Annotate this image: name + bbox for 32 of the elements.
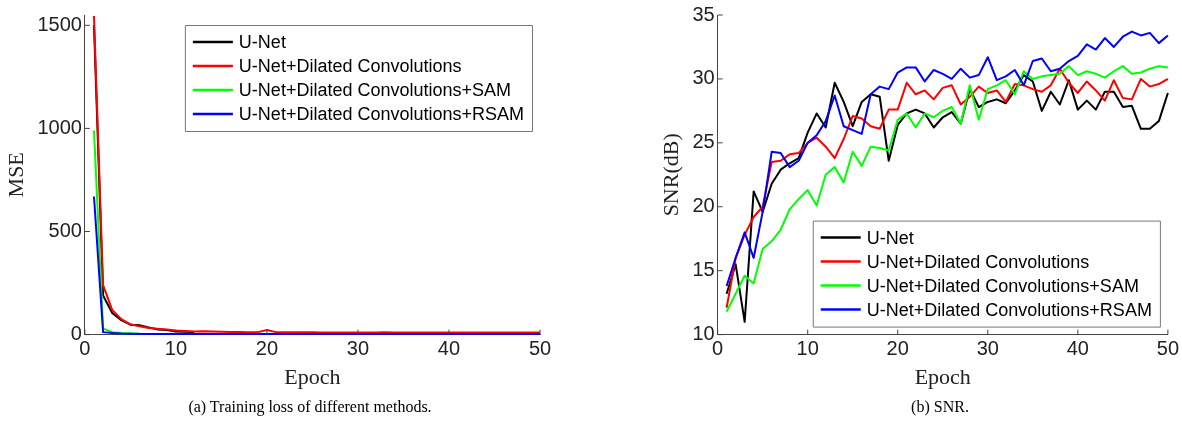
x-tick-label: 40 (437, 337, 461, 360)
y-tick-label: 1500 (37, 12, 82, 35)
x-axis-title: Epoch (284, 363, 341, 389)
legend-label: U-Net+Dilated Convolutions+RSAM (866, 299, 1152, 320)
y-tick-label: 35 (692, 2, 715, 25)
y-axis-title: MSE (2, 152, 28, 198)
x-axis-title: Epoch (914, 363, 971, 389)
text: (a) Training loss of different methods. (187, 398, 433, 416)
text: (b) SNR. (910, 398, 970, 416)
x-tick-label: 10 (796, 337, 819, 360)
legend-label: U-Net (238, 31, 286, 52)
x-tick-label: 20 (255, 337, 279, 360)
y-tick-label: 25 (692, 130, 715, 153)
legend-label: U-Net+Dilated Convolutions+SAM (238, 79, 512, 100)
y-tick-label: 500 (48, 219, 82, 242)
y-tick-label: 1000 (37, 115, 82, 138)
x-tick-label: 30 (976, 337, 999, 360)
x-tick-label: 10 (164, 337, 188, 360)
legend-label: U-Net (866, 227, 914, 248)
y-tick-label: 30 (692, 66, 715, 89)
y-tick-label: 20 (692, 194, 715, 217)
y-tick-label: 15 (692, 258, 715, 281)
legend-label: U-Net+Dilated Convolutions+RSAM (238, 103, 525, 124)
x-tick-label: 20 (886, 337, 909, 360)
legend-label: U-Net+Dilated Convolutions+SAM (866, 275, 1139, 296)
x-tick-label: 50 (528, 337, 552, 360)
legend-label: U-Net+Dilated Convolutions (866, 251, 1090, 272)
x-tick-label: 40 (1066, 337, 1089, 360)
y-axis-title: SNR(dB) (657, 133, 683, 217)
x-tick-label: 30 (346, 337, 370, 360)
x-tick-label: 50 (1156, 337, 1179, 360)
legend-label: U-Net+Dilated Convolutions (238, 55, 462, 76)
